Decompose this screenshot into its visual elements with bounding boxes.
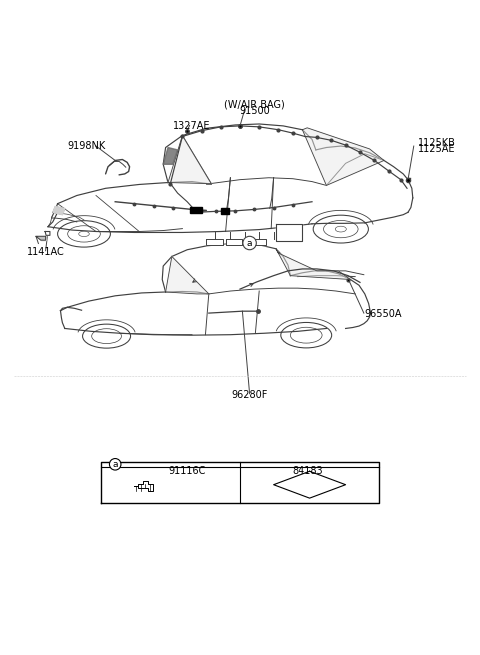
Polygon shape bbox=[206, 239, 223, 245]
Text: 1125AE: 1125AE bbox=[418, 144, 455, 154]
Ellipse shape bbox=[79, 231, 89, 236]
Polygon shape bbox=[276, 249, 350, 280]
Text: 96280F: 96280F bbox=[231, 390, 268, 400]
Text: a: a bbox=[112, 460, 118, 469]
Ellipse shape bbox=[335, 226, 346, 232]
Polygon shape bbox=[53, 206, 65, 215]
Text: 1327AE: 1327AE bbox=[173, 121, 211, 131]
Text: 91116C: 91116C bbox=[168, 466, 206, 476]
Polygon shape bbox=[276, 224, 302, 241]
Polygon shape bbox=[302, 128, 384, 185]
Polygon shape bbox=[36, 236, 46, 240]
Text: 9198NK: 9198NK bbox=[67, 141, 106, 151]
Polygon shape bbox=[166, 257, 209, 294]
Text: 96550A: 96550A bbox=[365, 309, 402, 319]
Polygon shape bbox=[163, 147, 178, 164]
Text: (W/AIR BAG): (W/AIR BAG) bbox=[224, 100, 285, 109]
Text: 91500: 91500 bbox=[239, 105, 270, 115]
Circle shape bbox=[109, 458, 121, 470]
Text: 1141AC: 1141AC bbox=[27, 247, 64, 257]
Text: 84183: 84183 bbox=[292, 466, 323, 476]
Polygon shape bbox=[168, 136, 211, 183]
Text: a: a bbox=[247, 238, 252, 248]
Polygon shape bbox=[221, 208, 229, 214]
Polygon shape bbox=[45, 231, 50, 235]
Polygon shape bbox=[226, 239, 242, 245]
Polygon shape bbox=[190, 206, 202, 214]
Text: 1125KB: 1125KB bbox=[418, 138, 456, 147]
Circle shape bbox=[243, 236, 256, 250]
Polygon shape bbox=[245, 239, 266, 245]
